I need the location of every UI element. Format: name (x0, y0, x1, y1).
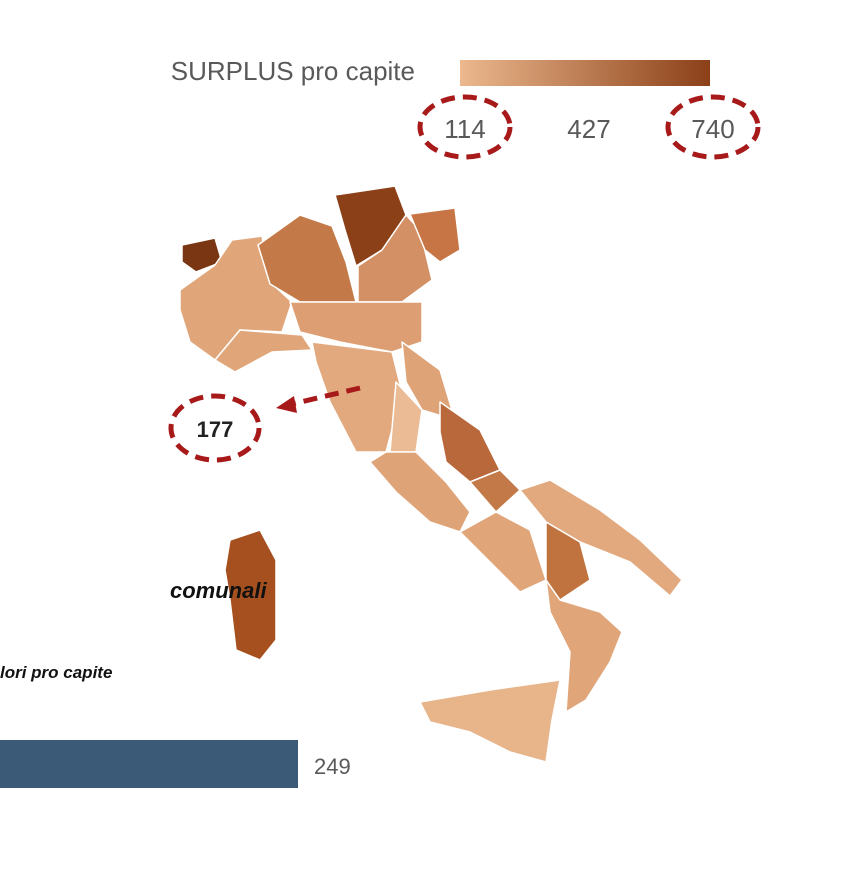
legend-title: SURPLUS pro capite (171, 56, 415, 86)
region (545, 521, 591, 601)
bar (0, 740, 298, 788)
callout-arrowhead (276, 396, 297, 413)
region (459, 511, 547, 593)
heading: comunali (170, 578, 267, 603)
region (419, 679, 561, 763)
bar-label: 249 (314, 754, 351, 779)
region (439, 401, 501, 483)
legend-tick-label: 427 (567, 114, 610, 144)
legend-ticks: 114 427 740 (444, 114, 734, 144)
highlight-oval (417, 94, 513, 160)
callout-oval (168, 393, 262, 463)
region (409, 207, 461, 263)
region (401, 341, 456, 421)
subheading: lori pro capite (0, 663, 112, 682)
italy-map (179, 185, 683, 763)
region (311, 341, 403, 453)
callout-label: 177 (197, 417, 234, 442)
callout-arrow (291, 385, 361, 407)
region (545, 579, 623, 713)
region (214, 329, 313, 373)
legend-tick-label: 740 (691, 114, 734, 144)
region (181, 237, 223, 273)
legend-tick-label: 114 (444, 114, 485, 144)
region (224, 529, 277, 661)
region (257, 214, 357, 303)
legend-gradient (460, 60, 710, 86)
highlight-oval (665, 94, 761, 160)
